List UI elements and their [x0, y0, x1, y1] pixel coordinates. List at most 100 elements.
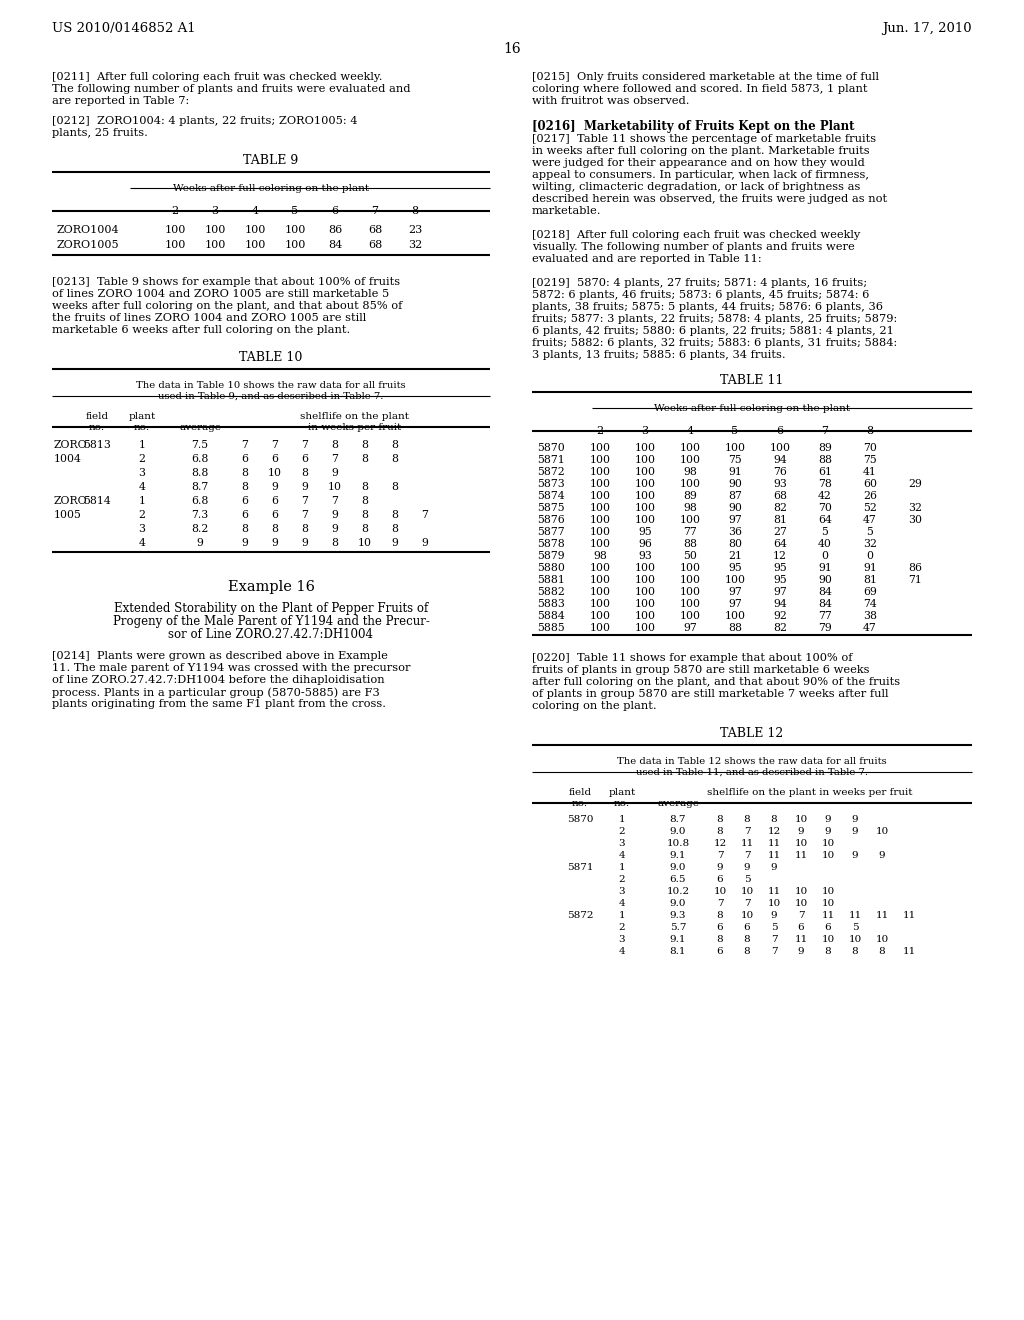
Text: 100: 100	[590, 599, 610, 609]
Text: 29: 29	[908, 479, 922, 488]
Text: 81: 81	[773, 515, 787, 525]
Text: 95: 95	[773, 564, 786, 573]
Text: 40: 40	[818, 539, 831, 549]
Text: 64: 64	[773, 539, 786, 549]
Text: 91: 91	[863, 564, 877, 573]
Text: 7: 7	[301, 440, 308, 450]
Text: Jun. 17, 2010: Jun. 17, 2010	[883, 22, 972, 36]
Text: TABLE 9: TABLE 9	[244, 154, 299, 168]
Text: 77: 77	[683, 527, 697, 537]
Text: 5879: 5879	[537, 550, 564, 561]
Text: 6: 6	[242, 510, 249, 520]
Text: [0219]  5870: 4 plants, 27 fruits; 5871: 4 plants, 16 fruits;: [0219] 5870: 4 plants, 27 fruits; 5871: …	[532, 279, 867, 288]
Text: 10: 10	[795, 887, 808, 896]
Text: 5877: 5877	[537, 527, 564, 537]
Text: 100: 100	[590, 515, 610, 525]
Text: 10: 10	[358, 539, 372, 548]
Text: 86: 86	[908, 564, 922, 573]
Text: 100: 100	[725, 611, 745, 620]
Text: 8: 8	[717, 814, 723, 824]
Text: Weeks after full coloring on the plant: Weeks after full coloring on the plant	[654, 404, 850, 413]
Text: 100: 100	[635, 467, 655, 477]
Text: 71: 71	[908, 576, 922, 585]
Text: 2: 2	[596, 426, 603, 436]
Text: 97: 97	[773, 587, 786, 597]
Text: 2: 2	[618, 875, 626, 884]
Text: 1: 1	[138, 496, 145, 506]
Text: 100: 100	[635, 564, 655, 573]
Text: 100: 100	[245, 240, 265, 249]
Text: sor of Line ZORO.27.42.7:DH1004: sor of Line ZORO.27.42.7:DH1004	[169, 628, 374, 642]
Text: 100: 100	[680, 576, 700, 585]
Text: Progeny of the Male Parent of Y1194 and the Precur-: Progeny of the Male Parent of Y1194 and …	[113, 615, 429, 628]
Text: 96: 96	[638, 539, 652, 549]
Text: 7.3: 7.3	[191, 510, 209, 520]
Text: 79: 79	[818, 623, 831, 634]
Text: 89: 89	[818, 444, 831, 453]
Text: 3: 3	[641, 426, 648, 436]
Text: 5872: 6 plants, 46 fruits; 5873: 6 plants, 45 fruits; 5874: 6: 5872: 6 plants, 46 fruits; 5873: 6 plant…	[532, 290, 869, 300]
Text: 6: 6	[717, 875, 723, 884]
Text: 8: 8	[242, 524, 249, 535]
Text: 6: 6	[776, 426, 783, 436]
Text: 100: 100	[635, 479, 655, 488]
Text: 9: 9	[798, 946, 804, 956]
Text: 100: 100	[635, 515, 655, 525]
Text: 100: 100	[680, 611, 700, 620]
Text: process. Plants in a particular group (5870-5885) are F3: process. Plants in a particular group (5…	[52, 686, 380, 697]
Text: 11: 11	[821, 911, 835, 920]
Text: 100: 100	[590, 467, 610, 477]
Text: weeks after full coloring on the plant, and that about 85% of: weeks after full coloring on the plant, …	[52, 301, 402, 312]
Text: coloring on the plant.: coloring on the plant.	[532, 701, 656, 711]
Text: 5870: 5870	[566, 814, 593, 824]
Text: 91: 91	[728, 467, 742, 477]
Text: 100: 100	[285, 240, 306, 249]
Text: 9: 9	[879, 851, 886, 861]
Text: 9: 9	[824, 814, 831, 824]
Text: 6: 6	[242, 454, 249, 465]
Text: 11: 11	[876, 911, 889, 920]
Text: 7: 7	[271, 440, 279, 450]
Text: 68: 68	[773, 491, 787, 502]
Text: 6: 6	[271, 454, 279, 465]
Text: 42: 42	[818, 491, 831, 502]
Text: 7: 7	[372, 206, 379, 216]
Text: 5881: 5881	[537, 576, 565, 585]
Text: 10: 10	[795, 814, 808, 824]
Text: 100: 100	[635, 444, 655, 453]
Text: 6: 6	[242, 496, 249, 506]
Text: 94: 94	[773, 455, 786, 465]
Text: 8.7: 8.7	[191, 482, 209, 492]
Text: 36: 36	[728, 527, 742, 537]
Text: 9.0: 9.0	[670, 828, 686, 836]
Text: 6.5: 6.5	[670, 875, 686, 884]
Text: 100: 100	[725, 444, 745, 453]
Text: 6: 6	[332, 206, 339, 216]
Text: shelflife on the plant: shelflife on the plant	[300, 412, 410, 421]
Text: 100: 100	[590, 539, 610, 549]
Text: 97: 97	[728, 599, 741, 609]
Text: 70: 70	[818, 503, 831, 513]
Text: 5884: 5884	[537, 611, 565, 620]
Text: 32: 32	[863, 539, 877, 549]
Text: 100: 100	[680, 444, 700, 453]
Text: 5875: 5875	[537, 503, 564, 513]
Text: The following number of plants and fruits were evaluated and: The following number of plants and fruit…	[52, 84, 411, 94]
Text: 8: 8	[852, 946, 858, 956]
Text: 10: 10	[821, 851, 835, 861]
Text: 100: 100	[635, 599, 655, 609]
Text: 9: 9	[332, 469, 339, 478]
Text: 100: 100	[769, 444, 791, 453]
Text: 6: 6	[717, 946, 723, 956]
Text: 6.8: 6.8	[191, 496, 209, 506]
Text: 9: 9	[852, 828, 858, 836]
Text: 8: 8	[717, 935, 723, 944]
Text: 9: 9	[271, 482, 279, 492]
Text: 100: 100	[164, 240, 185, 249]
Text: plants originating from the same F1 plant from the cross.: plants originating from the same F1 plan…	[52, 700, 386, 709]
Text: 5813: 5813	[83, 440, 111, 450]
Text: of plants in group 5870 are still marketable 7 weeks after full: of plants in group 5870 are still market…	[532, 689, 889, 700]
Text: 8: 8	[361, 524, 369, 535]
Text: 6: 6	[824, 923, 831, 932]
Text: 75: 75	[728, 455, 741, 465]
